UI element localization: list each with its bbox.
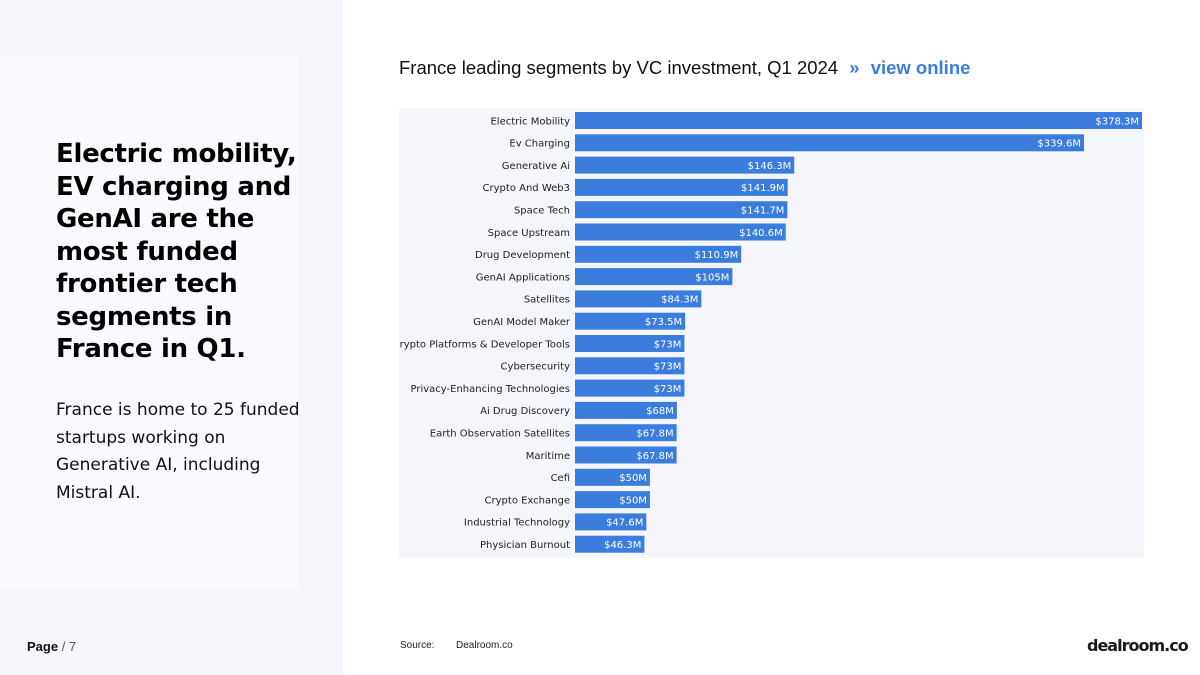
value-label: $84.3M <box>661 295 698 306</box>
value-label: $146.3M <box>748 161 792 172</box>
category-label: Drug Development <box>475 250 570 261</box>
bar <box>575 312 686 330</box>
page-total: / 7 <box>61 639 77 654</box>
bar <box>575 156 795 174</box>
bar <box>575 290 702 308</box>
value-label: $46.3M <box>604 540 641 551</box>
bar <box>575 468 650 486</box>
bar <box>575 201 788 219</box>
category-label: Ev Charging <box>509 139 570 150</box>
headline: Electric mobility, EV charging and GenAI… <box>56 139 297 364</box>
value-label: $50M <box>619 473 647 484</box>
bar <box>575 245 742 263</box>
chart-title: France leading segments by VC investment… <box>399 57 970 79</box>
bar <box>575 424 677 442</box>
category-label: Crypto Exchange <box>485 495 570 506</box>
value-label: $47.6M <box>606 518 643 529</box>
left-panel-card <box>0 55 298 590</box>
left-panel <box>0 0 343 675</box>
page-number: Page / 7 <box>27 639 76 654</box>
category-label: Physician Burnout <box>480 540 570 551</box>
bar <box>575 446 677 464</box>
bar <box>575 178 788 196</box>
value-label: $67.8M <box>636 429 673 440</box>
value-label: $73M <box>654 384 682 395</box>
value-label: $50M <box>619 495 647 506</box>
double-chevron-icon: » <box>849 57 860 78</box>
value-label: $141.7M <box>741 206 785 217</box>
bar-chart-svg: Electric Mobility $378.3M Ev Charging $339.… <box>399 108 1144 558</box>
chart-title-text: France leading segments by VC investment… <box>399 57 839 78</box>
dealroom-logo: dealroom.co <box>1087 636 1189 655</box>
bar <box>575 491 650 509</box>
category-label: Ai Drug Discovery <box>480 406 570 417</box>
category-label: Satellites <box>524 295 570 306</box>
bar <box>575 357 685 375</box>
value-label: $140.6M <box>739 228 783 239</box>
category-label: Space Upstream <box>488 228 570 239</box>
bar <box>575 268 733 286</box>
value-label: $73.5M <box>645 317 682 328</box>
page-label: Page <box>27 639 59 654</box>
value-label: $110.9M <box>695 250 739 261</box>
value-label: $67.8M <box>636 451 673 462</box>
category-label: GenAI Model Maker <box>473 317 571 328</box>
category-label: Electric Mobility <box>490 116 570 127</box>
value-label: $68M <box>646 406 674 417</box>
category-label: Space Tech <box>514 206 570 217</box>
category-label: Industrial Technology <box>464 518 570 529</box>
bar-chart: Electric Mobility $378.3M Ev Charging $339.… <box>399 108 1144 558</box>
bar <box>575 134 1084 152</box>
category-label: Maritime <box>526 451 570 462</box>
value-label: $73M <box>654 339 682 350</box>
bar <box>575 513 647 531</box>
value-label: $141.9M <box>741 183 785 194</box>
plot-background <box>399 108 1144 558</box>
bar <box>575 335 685 352</box>
value-label: $73M <box>654 362 682 373</box>
bar <box>575 379 685 397</box>
value-label: $378.3M <box>1095 116 1139 127</box>
source-label: Source: <box>400 640 435 651</box>
category-label: Crypto And Web3 <box>483 183 570 194</box>
category-label: Cefi <box>551 473 570 484</box>
category-label: Earth Observation Satellites <box>430 429 570 440</box>
category-label: Cybersecurity <box>501 362 571 373</box>
body-text: France is home to 25 funded startups wor… <box>56 400 300 503</box>
bar <box>575 535 645 553</box>
value-label: $339.6M <box>1037 139 1081 150</box>
view-online-link[interactable]: view online <box>870 57 971 78</box>
value-label: $105M <box>695 272 729 283</box>
category-label: GenAI Applications <box>476 272 570 283</box>
category-label: Generative Ai <box>502 161 570 172</box>
bar <box>575 223 786 241</box>
bar <box>575 112 1142 129</box>
source-value: Dealroom.co <box>456 640 513 651</box>
bar <box>575 401 677 419</box>
category-label: Crypto Platforms & Developer Tools <box>399 339 570 350</box>
category-label: Privacy-Enhancing Technologies <box>411 384 570 395</box>
